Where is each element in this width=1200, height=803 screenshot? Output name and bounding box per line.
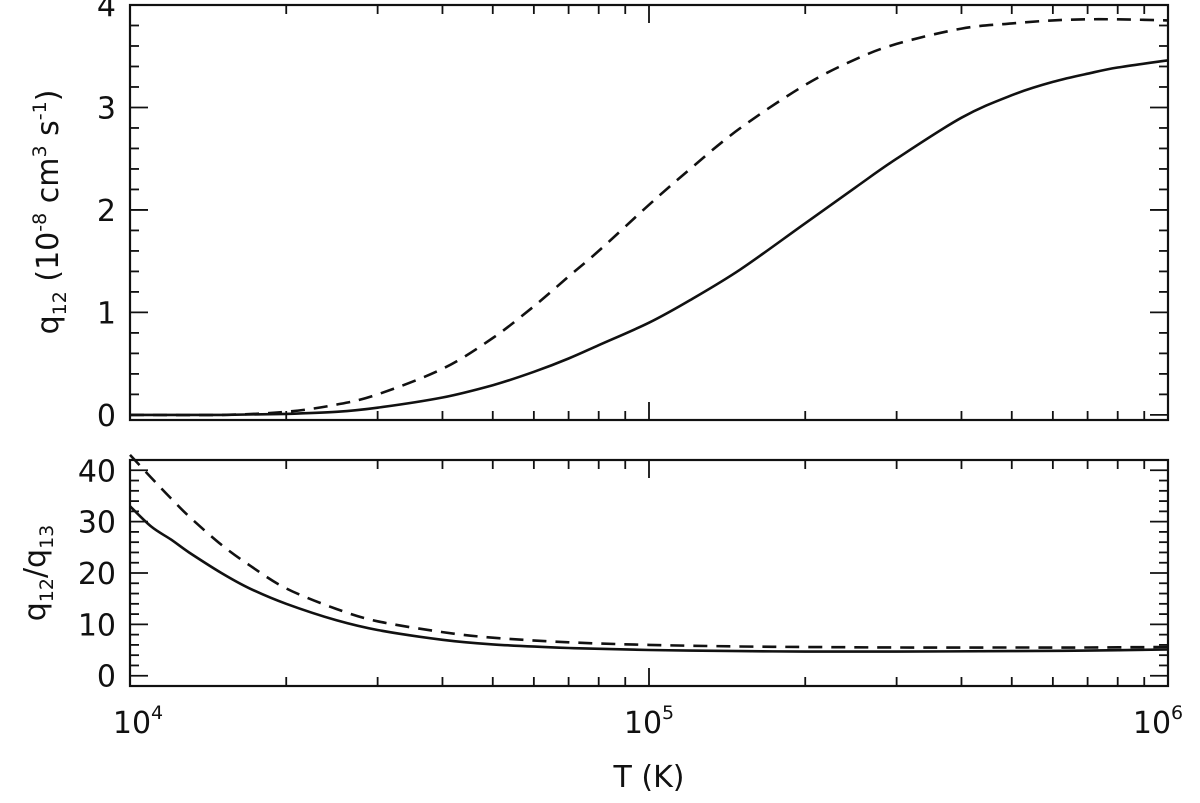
bottom-ytick-label: 10 <box>78 608 116 643</box>
top-series <box>129 17 1169 417</box>
bottom-ytick-label: 30 <box>78 506 116 541</box>
top-ylabel-close: ) <box>31 90 66 102</box>
bottom-ytick-label: 0 <box>97 660 116 695</box>
top-ytick-label: 2 <box>97 194 116 229</box>
top-ylabel-open: (10 <box>31 232 66 282</box>
bottom-ylabel-b: q <box>18 549 53 568</box>
top-ytick-label: 1 <box>97 296 116 331</box>
bottom-ylabel-slash: / <box>18 567 53 578</box>
bottom-series <box>129 454 1169 653</box>
xtick-label-1e6: 106 <box>1133 702 1183 741</box>
top-ylabel-exp: -8 <box>29 213 51 232</box>
bottom-ytick-label: 40 <box>78 454 116 489</box>
top-ylabel-exp3: -1 <box>29 101 51 120</box>
top-ticks <box>129 4 1168 420</box>
top-plot-frame <box>128 3 1170 422</box>
top-series-solid-line <box>129 59 1169 417</box>
x-axis-title: T (K) <box>613 760 685 795</box>
bottom-ticks <box>129 459 1168 687</box>
top-ylabel-sub: 12 <box>49 291 71 315</box>
top-ytick-labels: 0 1 2 3 4 <box>97 0 116 434</box>
top-ylabel-base: q <box>31 315 66 334</box>
bottom-y-axis-title: q12/q13 <box>18 525 58 622</box>
bottom-ylabel-asub: 12 <box>36 578 58 602</box>
top-ytick-label: 3 <box>97 91 116 126</box>
top-ytick-label: 0 <box>97 399 116 434</box>
bottom-ytick-labels: 0 10 20 30 40 <box>78 454 116 694</box>
top-ylabel-exp2: 3 <box>29 145 51 157</box>
top-y-axis-title: q12 (10-8 cm3 s-1) <box>29 90 71 335</box>
top-ylabel-unit1: cm <box>31 158 66 204</box>
top-series-dashed-line <box>129 17 1169 417</box>
bottom-series-solid-line <box>129 505 1169 653</box>
bottom-ylabel-bsub: 13 <box>36 525 58 549</box>
top-ylabel-unit2: s <box>31 120 66 136</box>
bottom-ylabel-a: q <box>18 602 53 621</box>
bottom-ytick-label: 20 <box>78 557 116 592</box>
xtick-label-1e5: 105 <box>624 702 674 741</box>
bottom-series-dashed-line <box>129 454 1169 649</box>
xtick-label-1e4: 104 <box>113 702 163 741</box>
top-ytick-label: 4 <box>97 0 116 24</box>
